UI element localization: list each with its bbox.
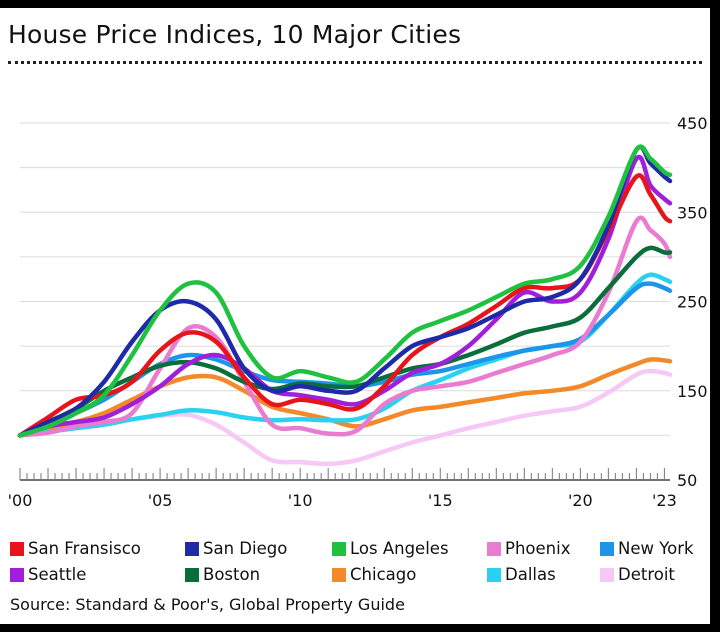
legend-label: New York bbox=[618, 539, 694, 558]
title-divider bbox=[8, 61, 702, 64]
x-tick-label: '15 bbox=[428, 491, 453, 510]
x-tick-label: '20 bbox=[568, 491, 593, 510]
legend-entry: Dallas bbox=[487, 565, 556, 584]
x-tick-label: '00 bbox=[8, 491, 33, 510]
legend-swatch bbox=[332, 567, 346, 582]
legend-swatch bbox=[487, 541, 501, 556]
legend-label: San Diego bbox=[203, 539, 288, 558]
legend-label: Dallas bbox=[505, 565, 556, 584]
legend-label: Los Angeles bbox=[350, 539, 449, 558]
legend-label: Chicago bbox=[350, 565, 417, 584]
legend-swatch bbox=[185, 541, 199, 556]
legend-label: San Fransisco bbox=[28, 539, 141, 558]
legend-entry: Los Angeles bbox=[332, 539, 449, 558]
legend-label: Detroit bbox=[618, 565, 675, 584]
legend-swatch bbox=[10, 567, 24, 582]
x-tick-label: '05 bbox=[148, 491, 173, 510]
series-line-san-diego bbox=[17, 144, 673, 438]
legend-label: Seattle bbox=[28, 565, 87, 584]
y-tick-label: 150 bbox=[677, 382, 708, 401]
chart-title: House Price Indices, 10 Major Cities bbox=[8, 20, 462, 49]
series-line-los-angeles bbox=[17, 144, 673, 438]
legend-entry: San Diego bbox=[185, 539, 287, 558]
legend-entry: Boston bbox=[185, 565, 260, 584]
y-tick-label: 350 bbox=[677, 203, 708, 222]
legend-entry: New York bbox=[600, 539, 694, 558]
series-line-san-fransisco bbox=[17, 173, 673, 438]
legend-swatch bbox=[332, 541, 346, 556]
legend-swatch bbox=[600, 567, 614, 582]
legend-label: Boston bbox=[203, 565, 261, 584]
line-chart: 50 150 250 350 450 '00 '05 '10 '15 '20 '23 bbox=[8, 114, 708, 510]
legend-entry: Detroit bbox=[600, 565, 675, 584]
chart-card: House Price Indices, 10 Major Cities 50 1… bbox=[0, 8, 710, 624]
legend-swatch bbox=[600, 541, 614, 556]
legend-label: Phoenix bbox=[505, 539, 571, 558]
series-line-phoenix bbox=[17, 215, 673, 438]
chart-legend: San Fransisco San Diego Los Angeles Phoenix… bbox=[10, 539, 710, 591]
legend-swatch bbox=[185, 567, 199, 582]
y-tick-label: 50 bbox=[677, 471, 697, 490]
legend-row: San Fransisco San Diego Los Angeles Phoenix… bbox=[10, 539, 710, 565]
legend-swatch bbox=[10, 541, 24, 556]
source-note: Source: Standard & Poor's, Global Proper… bbox=[10, 595, 405, 614]
legend-swatch bbox=[487, 567, 501, 582]
legend-entry: Chicago bbox=[332, 565, 416, 584]
legend-entry: San Fransisco bbox=[10, 539, 141, 558]
legend-entry: Seattle bbox=[10, 565, 86, 584]
y-tick-label: 250 bbox=[677, 293, 708, 312]
series-line-chicago bbox=[17, 357, 673, 438]
x-tick-label: '23 bbox=[652, 491, 677, 510]
x-tick-label: '10 bbox=[288, 491, 313, 510]
y-tick-label: 450 bbox=[677, 114, 708, 133]
legend-row: Seattle Boston Chicago Dallas Detroit bbox=[10, 565, 710, 591]
legend-entry: Phoenix bbox=[487, 539, 570, 558]
